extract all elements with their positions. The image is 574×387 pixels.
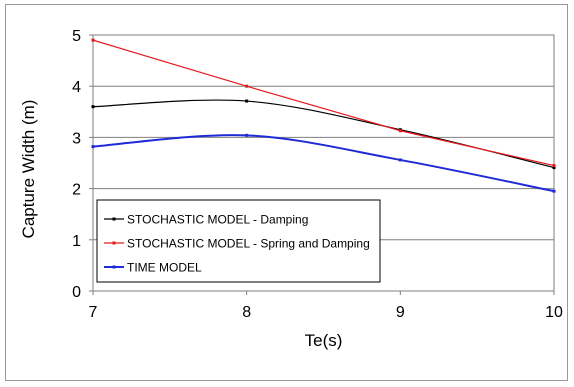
legend-marker	[112, 265, 116, 269]
x-tick-labels: 7 8 9 10	[89, 291, 563, 321]
series-point	[91, 105, 95, 109]
series-point	[245, 133, 249, 137]
series-point	[552, 189, 556, 193]
legend-label: TIME MODEL	[127, 261, 202, 275]
y-tick-label: 2	[72, 182, 81, 199]
plot-area	[92, 34, 555, 292]
y-tick-labels: 0 1 2 3 4 5	[72, 28, 93, 301]
series-point	[552, 164, 556, 168]
y-tick-label: 1	[72, 233, 81, 250]
y-tick-label: 4	[72, 79, 81, 96]
series-point	[91, 38, 95, 42]
legend-label: STOCHASTIC MODEL - Spring and Damping	[127, 237, 370, 251]
series-line	[92, 39, 555, 167]
y-axis-title: Capture Width (m)	[19, 100, 38, 239]
legend-box	[96, 199, 381, 283]
legend: STOCHASTIC MODEL - Damping STOCHASTIC MOD…	[96, 199, 381, 283]
series-line	[92, 99, 555, 169]
series-point	[552, 166, 556, 170]
series-point	[245, 84, 249, 88]
series-point	[398, 129, 402, 133]
x-axis-title: Te(s)	[305, 331, 343, 350]
series-line	[92, 134, 555, 193]
x-tick-label: 8	[242, 304, 251, 321]
series-point	[398, 158, 402, 162]
legend-marker	[112, 217, 116, 221]
chart-svg: 0 1 2 3 4 5 7 8 9 10 Te(s) Capture Width (m) STO…	[19, 28, 563, 350]
y-tick-label: 0	[72, 284, 81, 301]
series-point	[91, 145, 95, 149]
series-layer	[91, 38, 556, 193]
series-point	[245, 99, 249, 103]
y-tick-label: 3	[72, 130, 81, 147]
x-tick-label: 7	[89, 304, 98, 321]
chart-frame: 0 1 2 3 4 5 7 8 9 10 Te(s) Capture Width (m) STO…	[5, 4, 568, 381]
legend-label: STOCHASTIC MODEL - Damping	[127, 213, 308, 227]
x-tick-label: 9	[396, 304, 405, 321]
legend-marker	[112, 241, 116, 245]
x-tick-label: 10	[545, 304, 563, 321]
y-tick-label: 5	[72, 28, 81, 45]
